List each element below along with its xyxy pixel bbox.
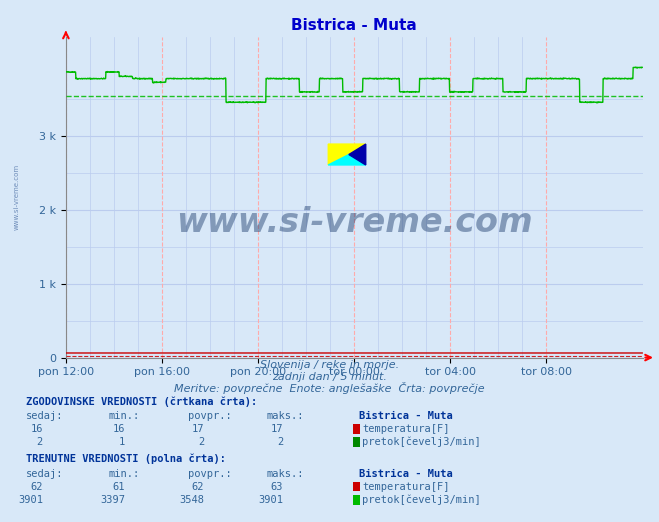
Text: temperatura[F]: temperatura[F] [362,482,450,492]
Text: 62: 62 [192,482,204,492]
Text: 1: 1 [119,437,125,447]
Text: sedaj:: sedaj: [26,469,64,479]
Text: 2: 2 [198,437,204,447]
Text: 61: 61 [113,482,125,492]
Text: 16: 16 [113,424,125,434]
Text: min.:: min.: [109,411,140,421]
Text: 63: 63 [271,482,283,492]
Text: Meritve: povprečne  Enote: anglešaške  Črta: povprečje: Meritve: povprečne Enote: anglešaške Črt… [174,382,485,394]
Text: Bistrica - Muta: Bistrica - Muta [359,411,453,421]
Text: Slovenija / reke in morje.: Slovenija / reke in morje. [260,360,399,370]
Title: Bistrica - Muta: Bistrica - Muta [291,18,417,32]
Text: maks.:: maks.: [267,411,304,421]
Text: 3548: 3548 [179,495,204,505]
Text: sedaj:: sedaj: [26,411,64,421]
Text: ZGODOVINSKE VREDNOSTI (črtkana črta):: ZGODOVINSKE VREDNOSTI (črtkana črta): [26,396,258,407]
Text: 3901: 3901 [258,495,283,505]
Text: Bistrica - Muta: Bistrica - Muta [359,469,453,479]
Text: zadnji dan / 5 minut.: zadnji dan / 5 minut. [272,372,387,382]
Text: 3901: 3901 [18,495,43,505]
Polygon shape [328,155,366,165]
Text: pretok[čevelj3/min]: pretok[čevelj3/min] [362,437,481,447]
Polygon shape [328,144,366,165]
Text: 2: 2 [277,437,283,447]
Text: povpr.:: povpr.: [188,469,231,479]
Text: pretok[čevelj3/min]: pretok[čevelj3/min] [362,495,481,505]
Text: temperatura[F]: temperatura[F] [362,424,450,434]
Text: 62: 62 [30,482,43,492]
Text: maks.:: maks.: [267,469,304,479]
Text: www.si-vreme.com: www.si-vreme.com [176,206,532,239]
Text: www.si-vreme.com: www.si-vreme.com [14,164,20,230]
Text: 17: 17 [271,424,283,434]
Text: 17: 17 [192,424,204,434]
Polygon shape [349,144,366,165]
Text: 2: 2 [37,437,43,447]
Text: TRENUTNE VREDNOSTI (polna črta):: TRENUTNE VREDNOSTI (polna črta): [26,454,226,465]
Text: min.:: min.: [109,469,140,479]
Text: povpr.:: povpr.: [188,411,231,421]
Text: 3397: 3397 [100,495,125,505]
Text: 16: 16 [30,424,43,434]
